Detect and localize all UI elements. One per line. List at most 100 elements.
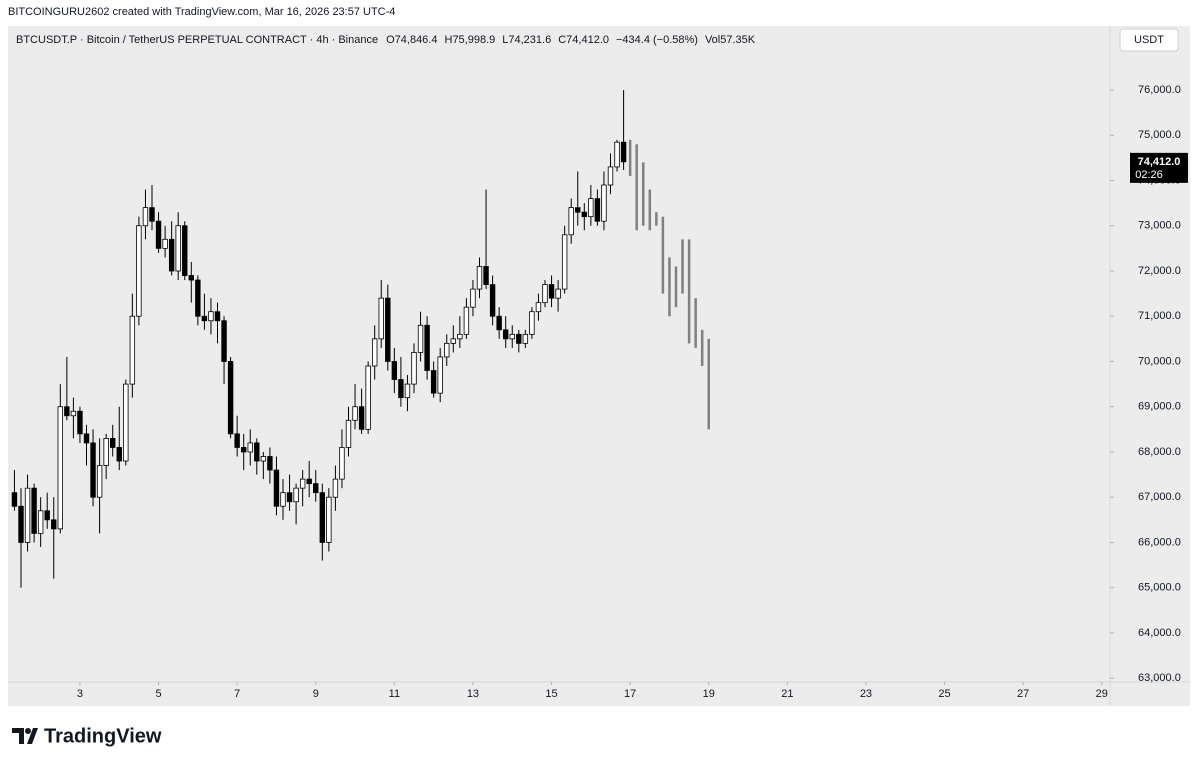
candle-body [227, 361, 234, 435]
symbol: BTCUSDT.P · Bitcoin / TetherUS PERPETUAL… [16, 34, 378, 46]
candle-body [601, 184, 607, 222]
candle-body [293, 487, 299, 503]
y-tick-label: 75,000.0 [1138, 129, 1181, 141]
candle-body [319, 492, 326, 543]
candle-body [123, 383, 129, 462]
x-tick-label: 9 [313, 688, 319, 700]
candle-body [535, 302, 542, 313]
x-tick-label: 23 [860, 688, 872, 700]
candle-body [195, 279, 201, 317]
candle-body [378, 297, 384, 340]
x-tick-label: 7 [234, 688, 240, 700]
footer-logo: TradingView [12, 725, 162, 747]
info-value: 74,846.4 [395, 34, 438, 46]
candle-body [247, 442, 253, 453]
candle-body [391, 361, 398, 380]
candle-body [555, 288, 561, 299]
candle-body [614, 141, 620, 168]
candle-body [64, 406, 70, 417]
candle-body [37, 510, 44, 534]
info-value: 74,412.0 [566, 34, 609, 46]
candle-body [476, 266, 483, 290]
candle-body [463, 306, 470, 335]
y-tick-label: 71,000.0 [1138, 310, 1181, 322]
y-tick-label: 69,000.0 [1138, 401, 1181, 413]
candle-body [620, 141, 627, 163]
candle-body [352, 406, 358, 421]
y-tick-label: 67,000.0 [1138, 491, 1181, 503]
candle-body [398, 379, 404, 399]
candle-body [568, 207, 574, 236]
last-price-box [1130, 152, 1188, 183]
candle-body [260, 456, 267, 462]
candle-body [581, 211, 587, 218]
x-tick-label: 17 [624, 688, 636, 700]
candle-body [273, 469, 280, 507]
candle-body [129, 315, 136, 385]
candle-body [155, 220, 162, 249]
y-tick-label: 76,000.0 [1138, 84, 1181, 96]
chart-panel [8, 26, 1190, 706]
author-line: BITCOINGURU2602 created with TradingView… [8, 6, 395, 18]
candle-body [286, 492, 293, 503]
y-tick-label: 64,000.0 [1138, 627, 1181, 639]
y-tick-label: 65,000.0 [1138, 582, 1181, 594]
x-tick-label: 29 [1096, 688, 1108, 700]
currency-box[interactable] [1119, 28, 1179, 52]
candle-body [424, 324, 430, 371]
candle-body [332, 478, 339, 498]
candle-body [31, 487, 37, 534]
candle-body [103, 437, 109, 466]
x-tick-label: 27 [1017, 688, 1029, 700]
candle-body [83, 433, 90, 444]
y-tick-label: 68,000.0 [1138, 446, 1181, 458]
x-tick-label: 15 [545, 688, 557, 700]
candle-body [77, 410, 83, 435]
candle-body [24, 487, 31, 543]
logo-dot [25, 728, 31, 734]
candle-body [502, 329, 509, 340]
candle-body [162, 238, 168, 249]
candle-body [470, 288, 476, 308]
candle-body [11, 492, 18, 507]
candle-body [142, 207, 149, 227]
info-value: 74,231.6 [508, 34, 551, 46]
candle-body [509, 333, 515, 340]
currency[interactable]: USDT [1134, 34, 1164, 46]
info-prefix: L [502, 34, 508, 46]
candle-body [516, 333, 522, 344]
candle-body [306, 478, 312, 485]
candle-body [214, 311, 221, 322]
last-price: 74,412.0 [1138, 156, 1181, 168]
candle-body [18, 505, 24, 543]
candle-body [241, 447, 247, 453]
candle-body [168, 238, 175, 272]
candle-body [430, 370, 437, 394]
candle-body [483, 266, 489, 285]
candle-body [365, 365, 371, 430]
candle-body [221, 320, 227, 362]
candle-body [522, 333, 529, 344]
candle-body [607, 166, 614, 186]
candle-body [358, 406, 365, 430]
candle-body [201, 315, 208, 322]
candle-body [345, 419, 352, 448]
candle-body [542, 284, 548, 304]
countdown: 02:26 [1135, 169, 1163, 181]
info-value: 75,998.9 [452, 34, 495, 46]
x-tick-label: 21 [781, 688, 793, 700]
y-tick-label: 72,000.0 [1138, 265, 1181, 277]
x-tick-label: 5 [155, 688, 161, 700]
candle-body [326, 496, 332, 543]
candle-body [372, 338, 378, 367]
x-tick-label: 3 [77, 688, 83, 700]
candle-body [548, 284, 555, 299]
candle-body [437, 356, 443, 394]
logo-mark [12, 728, 38, 744]
candle-body [90, 442, 96, 498]
candle-body [175, 225, 181, 272]
candle-body [444, 342, 450, 358]
info-prefix: H [444, 34, 452, 46]
